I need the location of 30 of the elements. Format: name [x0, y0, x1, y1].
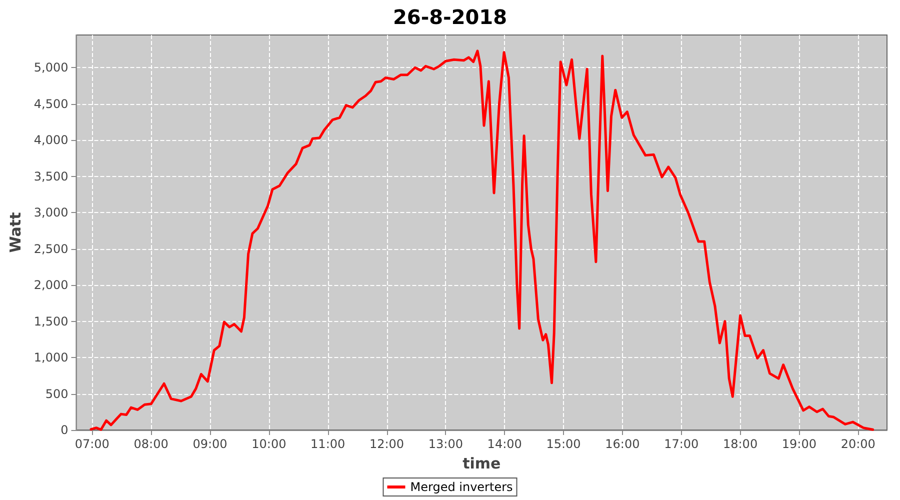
- x-tick-label: 09:00: [192, 437, 228, 451]
- x-axis-title: time: [462, 454, 501, 472]
- x-tick-label: 11:00: [310, 437, 346, 451]
- y-tick-label: 2,000: [34, 278, 68, 292]
- x-tick-label: 15:00: [546, 437, 581, 451]
- x-tick-label: 17:00: [664, 437, 699, 451]
- y-tick-label: 1,000: [34, 350, 68, 365]
- y-axis-title: Watt: [6, 212, 24, 253]
- y-tick-label: 3,500: [34, 169, 68, 184]
- x-tick-label: 20:00: [840, 437, 876, 451]
- line-series: [90, 50, 874, 431]
- legend-label: Merged inverters: [410, 480, 513, 494]
- x-tick-label: 08:00: [134, 437, 168, 451]
- y-tick-label: 5,000: [34, 60, 68, 75]
- x-tick-label: 14:00: [487, 437, 522, 451]
- y-tick-label: 3,000: [34, 206, 68, 220]
- y-tick-label: 1,500: [34, 314, 68, 328]
- x-tick-label: 13:00: [428, 437, 463, 451]
- x-tick-label: 18:00: [722, 437, 758, 451]
- x-tick-label: 19:00: [782, 437, 817, 451]
- y-tick-label: 4,000: [34, 133, 68, 148]
- y-tick-label: 500: [45, 386, 68, 401]
- y-tick-label: 4,500: [34, 96, 68, 111]
- x-tick-label: 07:00: [74, 437, 110, 451]
- y-tick-label: 0: [60, 423, 68, 437]
- x-tick-label: 16:00: [605, 437, 640, 451]
- y-tick-label: 2,500: [34, 242, 68, 256]
- x-tick-label: 12:00: [369, 437, 404, 451]
- chart-title: 26-8-2018: [392, 5, 508, 29]
- x-tick-label: 10:00: [252, 437, 286, 451]
